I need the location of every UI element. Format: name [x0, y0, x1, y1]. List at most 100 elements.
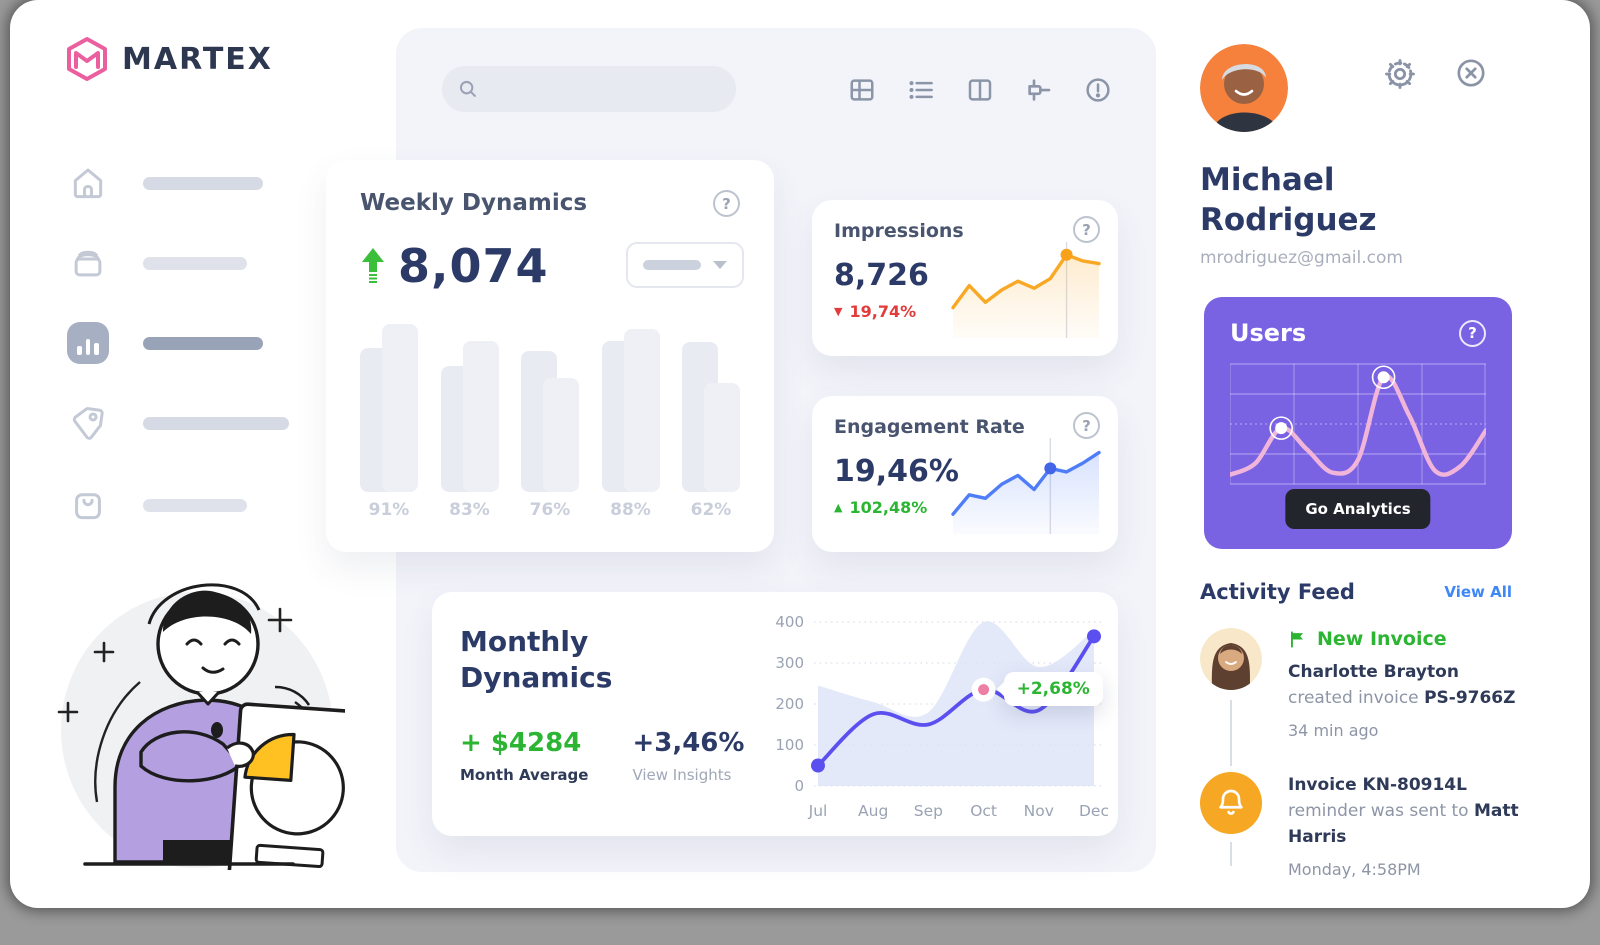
sidebar-label-placeholder [143, 256, 247, 270]
weekly-title: Weekly Dynamics [360, 190, 588, 216]
insights-stat: +3,46% View Insights [632, 728, 744, 784]
sidebar-label-placeholder [143, 336, 263, 350]
tag-icon [67, 402, 109, 444]
grid-icon[interactable] [846, 74, 878, 106]
help-icon[interactable]: ? [1073, 412, 1100, 439]
bar-group: 62% [682, 322, 740, 520]
month-average-stat: + $4284 Month Average [460, 728, 588, 784]
chart-tooltip: +2,68% [1003, 671, 1103, 706]
profile-avatar[interactable] [1200, 44, 1288, 132]
feed-item-new-invoice[interactable]: New Invoice Charlotte Brayton created in… [1200, 628, 1520, 740]
app-window: MARTEX [10, 0, 1590, 908]
svg-text:Dec: Dec [1079, 802, 1108, 820]
sidebar-label-placeholder [143, 416, 289, 430]
sidebar-item-analytics[interactable] [67, 322, 263, 364]
feed-badge: New Invoice [1317, 628, 1447, 650]
feed-connector [1230, 700, 1232, 766]
alert-icon[interactable] [1082, 74, 1114, 106]
plug-icon[interactable] [1023, 74, 1055, 106]
users-title: Users [1230, 319, 1307, 347]
users-wave-chart [1227, 363, 1489, 489]
help-icon[interactable]: ? [1073, 216, 1100, 243]
view-toolbar [846, 74, 1114, 106]
svg-text:Nov: Nov [1024, 802, 1054, 820]
bar-label: 83% [449, 500, 490, 520]
feed-connector [1230, 842, 1232, 866]
impressions-sparkline [950, 236, 1102, 342]
help-icon[interactable]: ? [713, 190, 740, 217]
profile-email: mrodriguez@gmail.com [1200, 248, 1403, 268]
engagement-value: 19,46% [834, 454, 959, 489]
weekly-dynamics-card: Weekly Dynamics ? 8,074 91% 83% [326, 160, 774, 552]
impressions-delta: ▼ 19,74% [834, 302, 917, 321]
sidebar-item-home[interactable] [67, 162, 263, 204]
bar-label: 88% [610, 500, 651, 520]
activity-feed-title: Activity Feed [1200, 580, 1355, 604]
month-average-label: Month Average [460, 766, 589, 784]
close-icon[interactable] [1454, 56, 1488, 96]
brand-name: MARTEX [122, 41, 273, 77]
svg-text:Oct: Oct [970, 802, 997, 820]
chevron-down-icon [713, 261, 727, 269]
triangle-down-icon: ▼ [834, 305, 843, 318]
svg-text:200: 200 [775, 695, 804, 713]
bar [382, 324, 418, 492]
sidebar-label-placeholder [143, 176, 263, 190]
feed-timestamp: Monday, 4:58PM [1288, 860, 1421, 879]
home-icon [67, 162, 109, 204]
engagement-card: Engagement Rate ? 19,46% ▲ 102,48% [812, 396, 1118, 552]
bar-group: 88% [601, 322, 660, 520]
engagement-title: Engagement Rate [834, 416, 1025, 438]
bar-group: 76% [521, 322, 579, 520]
svg-text:400: 400 [775, 613, 804, 631]
svg-text:Sep: Sep [914, 802, 943, 820]
view-all-link[interactable]: View All [1444, 583, 1512, 601]
bar-label: 91% [368, 500, 410, 520]
impressions-card: Impressions ? 8,726 ▼ 19,74% [812, 200, 1118, 356]
weekly-bar-chart: 91% 83% 76% 88% 62% [360, 322, 740, 520]
svg-text:300: 300 [775, 654, 804, 672]
martex-logo-icon [67, 37, 107, 81]
sidebar-item-store[interactable] [67, 484, 247, 526]
bar [543, 377, 579, 492]
bar-label: 62% [690, 500, 732, 520]
bar [704, 382, 740, 492]
brand-logo: MARTEX [64, 36, 273, 82]
settings-gear-icon[interactable] [1382, 56, 1418, 96]
bar [462, 340, 499, 492]
bar-chart-icon [67, 322, 109, 364]
analyst-illustration [57, 583, 345, 870]
feed-timestamp: 34 min ago [1288, 721, 1379, 740]
users-card: Users ? Go Analytics [1204, 297, 1512, 549]
arrow-up-icon [362, 248, 384, 283]
go-analytics-button[interactable]: Go Analytics [1285, 489, 1431, 529]
search-input[interactable] [487, 80, 717, 98]
svg-text:100: 100 [775, 736, 804, 754]
triangle-up-icon: ▲ [834, 501, 843, 514]
flag-icon [1291, 630, 1304, 648]
bell-icon [1200, 772, 1262, 834]
month-average-value: + $4284 [460, 728, 582, 758]
sidebar-label-placeholder [143, 498, 247, 512]
engagement-delta: ▲ 102,48% [834, 498, 928, 517]
columns-icon[interactable] [964, 74, 996, 106]
bar-group: 91% [360, 322, 418, 520]
profile-name: Michael Rodriguez [1200, 162, 1377, 238]
feed-item-reminder[interactable]: Invoice KN-80914L reminder was sent to M… [1200, 772, 1520, 879]
archive-icon [67, 242, 109, 284]
svg-text:Jul: Jul [808, 802, 828, 820]
dropdown-placeholder [643, 260, 701, 270]
sidebar-item-tags[interactable] [67, 402, 289, 444]
view-insights-link[interactable]: View Insights [632, 766, 732, 784]
svg-text:0: 0 [794, 777, 804, 795]
svg-text:Aug: Aug [858, 802, 888, 820]
impressions-value: 8,726 [834, 258, 929, 293]
list-icon[interactable] [905, 74, 937, 106]
weekly-value: 8,074 [398, 239, 549, 293]
search-box[interactable] [442, 66, 736, 112]
engagement-sparkline [950, 432, 1102, 538]
period-dropdown[interactable] [626, 242, 744, 288]
help-icon[interactable]: ? [1459, 319, 1486, 347]
feed-text: Invoice KN-80914L reminder was sent to M… [1288, 775, 1519, 847]
sidebar-item-archive[interactable] [67, 242, 247, 284]
